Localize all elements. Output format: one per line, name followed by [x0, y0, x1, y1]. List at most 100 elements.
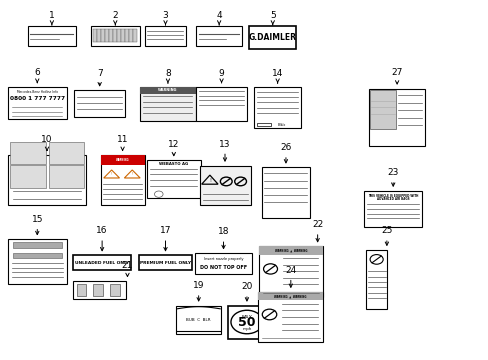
Bar	[13, 242, 61, 248]
Text: 19: 19	[193, 281, 204, 290]
Bar	[129, 30, 132, 42]
Bar	[133, 30, 137, 42]
Text: 24: 24	[285, 266, 296, 275]
Bar	[227, 306, 265, 338]
Text: 25: 25	[381, 226, 392, 235]
Text: 14: 14	[271, 69, 283, 78]
Text: Mercedes-Benz Hotline Info: Mercedes-Benz Hotline Info	[17, 90, 58, 94]
Bar	[144, 26, 185, 45]
Text: 50: 50	[238, 316, 255, 329]
Bar	[257, 292, 323, 342]
Bar	[140, 87, 195, 121]
Bar	[147, 160, 200, 198]
Text: 18: 18	[217, 228, 229, 237]
Bar	[105, 30, 109, 42]
Bar	[194, 253, 252, 274]
Bar	[259, 246, 322, 255]
Bar	[77, 284, 86, 296]
Text: 26: 26	[280, 143, 291, 152]
Bar	[195, 87, 246, 121]
Text: 7: 7	[97, 69, 102, 78]
Text: WARNING  ▲  WARNING: WARNING ▲ WARNING	[274, 249, 306, 253]
Bar	[256, 123, 271, 126]
Bar	[257, 292, 323, 301]
Text: WARNING: WARNING	[158, 88, 177, 92]
Text: G.DAIMLER: G.DAIMLER	[248, 33, 296, 42]
Text: !: !	[208, 178, 210, 183]
Bar	[110, 284, 120, 296]
Text: 17: 17	[160, 226, 171, 235]
Text: 6: 6	[34, 68, 40, 77]
Text: 23: 23	[387, 168, 398, 177]
Text: 11: 11	[117, 135, 128, 144]
Text: ADVANCED AIR BAGS: ADVANCED AIR BAGS	[376, 197, 408, 201]
Bar	[8, 155, 86, 205]
Bar	[369, 90, 395, 129]
Text: 8: 8	[165, 69, 170, 78]
Text: 20: 20	[241, 282, 252, 291]
Bar	[176, 306, 221, 334]
Text: mph: mph	[242, 327, 251, 331]
Text: PREMIUM FUEL ONLY: PREMIUM FUEL ONLY	[140, 261, 191, 265]
Bar	[73, 255, 131, 270]
Text: 9: 9	[218, 69, 224, 78]
Bar	[261, 167, 310, 218]
Text: WEBASTO AG: WEBASTO AG	[159, 162, 188, 166]
Bar	[8, 239, 66, 284]
Text: !: !	[131, 172, 133, 176]
Text: 12: 12	[168, 140, 179, 149]
Bar	[48, 166, 84, 188]
Text: WARNING: WARNING	[116, 158, 129, 162]
Bar	[73, 281, 125, 299]
Bar	[249, 26, 295, 49]
Text: 13: 13	[219, 140, 230, 149]
Text: WARNING  ▲  WARNING: WARNING ▲ WARNING	[274, 294, 306, 298]
Bar	[139, 255, 192, 270]
Text: Insert nozzle properly: Insert nozzle properly	[203, 257, 243, 261]
Bar	[93, 284, 102, 296]
Bar	[254, 87, 300, 128]
Text: THIS VEHICLE IS EQUIPPED WITH: THIS VEHICLE IS EQUIPPED WITH	[367, 193, 418, 197]
Bar	[13, 253, 61, 258]
Bar	[101, 155, 144, 205]
Text: UNLEADED FUEL ONLY: UNLEADED FUEL ONLY	[75, 261, 129, 265]
Bar	[195, 26, 242, 45]
Text: 10: 10	[41, 135, 53, 144]
Text: 15: 15	[31, 215, 43, 224]
Text: 16: 16	[96, 226, 108, 235]
Bar	[121, 30, 124, 42]
Text: 27: 27	[390, 68, 402, 77]
Bar	[368, 89, 424, 146]
Text: MAX: MAX	[241, 315, 252, 320]
Bar	[101, 155, 144, 165]
Bar	[363, 191, 422, 226]
Text: 5: 5	[269, 10, 275, 19]
Text: 0800 1 777 7777: 0800 1 777 7777	[10, 96, 65, 101]
Text: BUB  C  BLR: BUB C BLR	[186, 318, 210, 322]
Bar	[366, 250, 386, 309]
Bar	[101, 30, 104, 42]
Bar	[199, 166, 250, 205]
Text: 22: 22	[311, 220, 323, 229]
Bar	[125, 30, 128, 42]
Bar	[10, 166, 46, 188]
Text: 4: 4	[216, 10, 222, 19]
Bar	[27, 26, 76, 45]
Text: 2: 2	[112, 10, 118, 19]
Bar	[97, 30, 101, 42]
Bar	[113, 30, 117, 42]
Text: 1: 1	[49, 10, 55, 19]
Text: 3: 3	[163, 10, 168, 19]
Bar	[91, 26, 140, 45]
Bar	[93, 30, 97, 42]
Bar	[109, 30, 113, 42]
Bar	[117, 30, 121, 42]
Bar	[48, 142, 84, 164]
Text: 21: 21	[122, 261, 133, 270]
Bar	[259, 246, 322, 297]
Bar	[140, 87, 195, 94]
Bar	[10, 142, 46, 164]
Text: !: !	[111, 172, 112, 176]
Bar	[8, 87, 66, 119]
Text: DO NOT TOP OFF: DO NOT TOP OFF	[200, 265, 246, 270]
